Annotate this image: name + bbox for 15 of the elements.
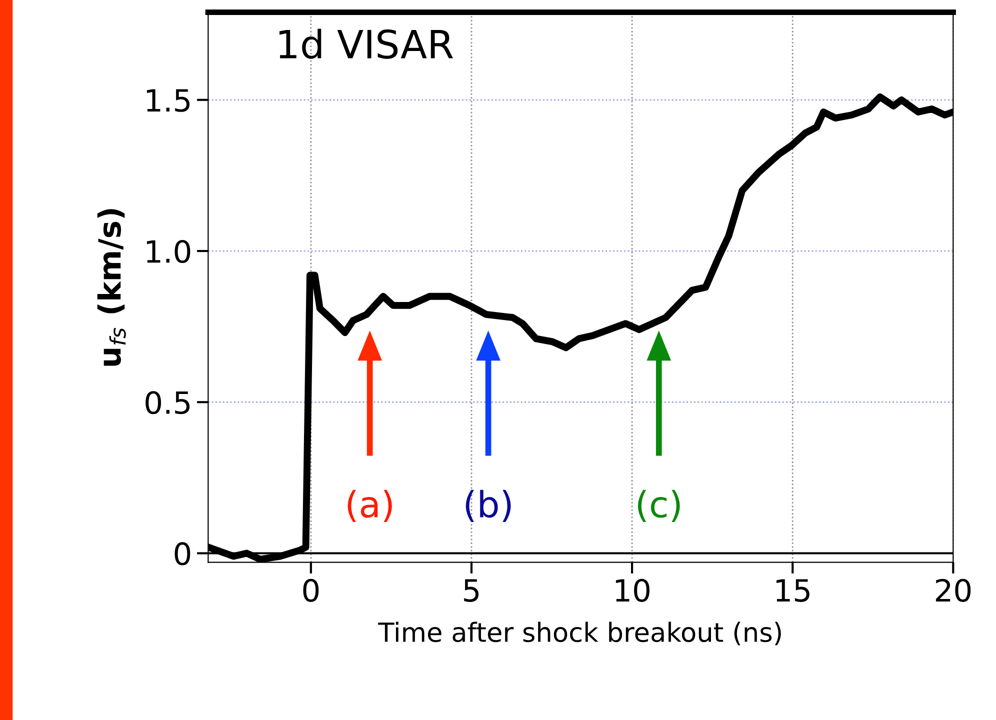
annotation: (a) bbox=[348, 490, 392, 522]
x-tick-label: 15 bbox=[776, 579, 810, 602]
x-tick-label: 10 bbox=[616, 578, 650, 602]
annotation: (b) bbox=[466, 490, 511, 522]
x-tick-label: 20 bbox=[936, 578, 971, 602]
annotation: 1d VISAR bbox=[279, 28, 453, 59]
x-tick-label: 0 bbox=[303, 578, 319, 602]
y-tick-label: 0 bbox=[174, 542, 190, 566]
y-tick-label: 1.5 bbox=[146, 89, 190, 112]
x-tick-label: 5 bbox=[464, 579, 479, 602]
y-tick-label: 1.0 bbox=[146, 240, 190, 264]
y-axis-title: u$_{fs}$ (km/s) bbox=[97, 209, 126, 366]
annotation: (c) bbox=[638, 490, 680, 522]
y-tick-label: 0.5 bbox=[146, 391, 190, 414]
x-axis-title: Time after shock breakout (ns) bbox=[378, 622, 781, 646]
